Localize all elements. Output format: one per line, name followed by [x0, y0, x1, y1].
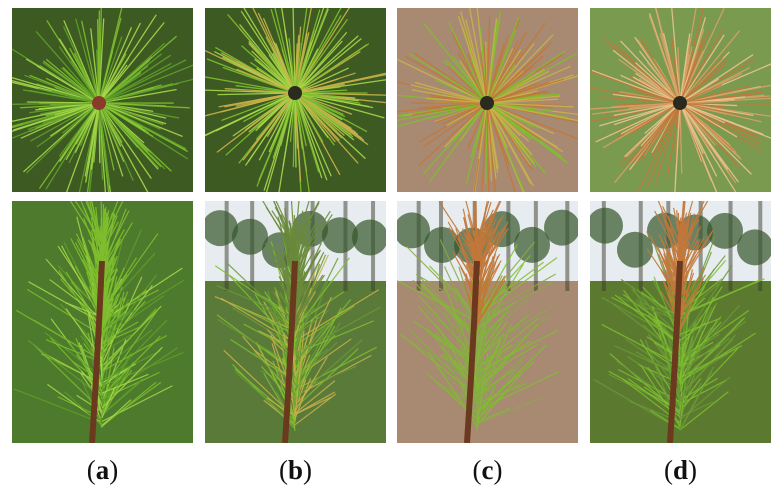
- caption-open: (: [278, 455, 288, 485]
- rosette-advanced-image: [397, 8, 578, 192]
- caption-b: (b): [205, 455, 386, 486]
- caption-close: ): [109, 455, 119, 485]
- caption-d: (d): [590, 455, 771, 486]
- shoot-severe-image: [590, 201, 771, 443]
- photo-c-top: [397, 8, 578, 192]
- caption-close: ): [688, 455, 698, 485]
- caption-close: ): [303, 455, 313, 485]
- shoot-advanced-image: [397, 201, 578, 443]
- caption-close: ): [493, 455, 503, 485]
- photo-c-side: [397, 201, 578, 443]
- caption-a: (a): [12, 455, 193, 486]
- caption-open: (: [86, 455, 96, 485]
- photo-a-top: [12, 8, 193, 192]
- photo-d-side: [590, 201, 771, 443]
- caption-letter: d: [672, 455, 689, 485]
- caption-open: (: [472, 455, 482, 485]
- caption-open: (: [663, 455, 673, 485]
- rosette-early-image: [205, 8, 386, 192]
- photo-b-top: [205, 8, 386, 192]
- rosette-severe-image: [590, 8, 771, 192]
- caption-c: (c): [397, 455, 578, 486]
- photo-a-side: [12, 201, 193, 443]
- shoot-early-image: [205, 201, 386, 443]
- caption-letter: b: [287, 455, 304, 485]
- shoot-healthy-image: [12, 201, 193, 443]
- photo-d-top: [590, 8, 771, 192]
- photo-b-side: [205, 201, 386, 443]
- rosette-healthy-image: [12, 8, 193, 192]
- caption-letter: c: [481, 455, 494, 485]
- caption-letter: a: [95, 455, 110, 485]
